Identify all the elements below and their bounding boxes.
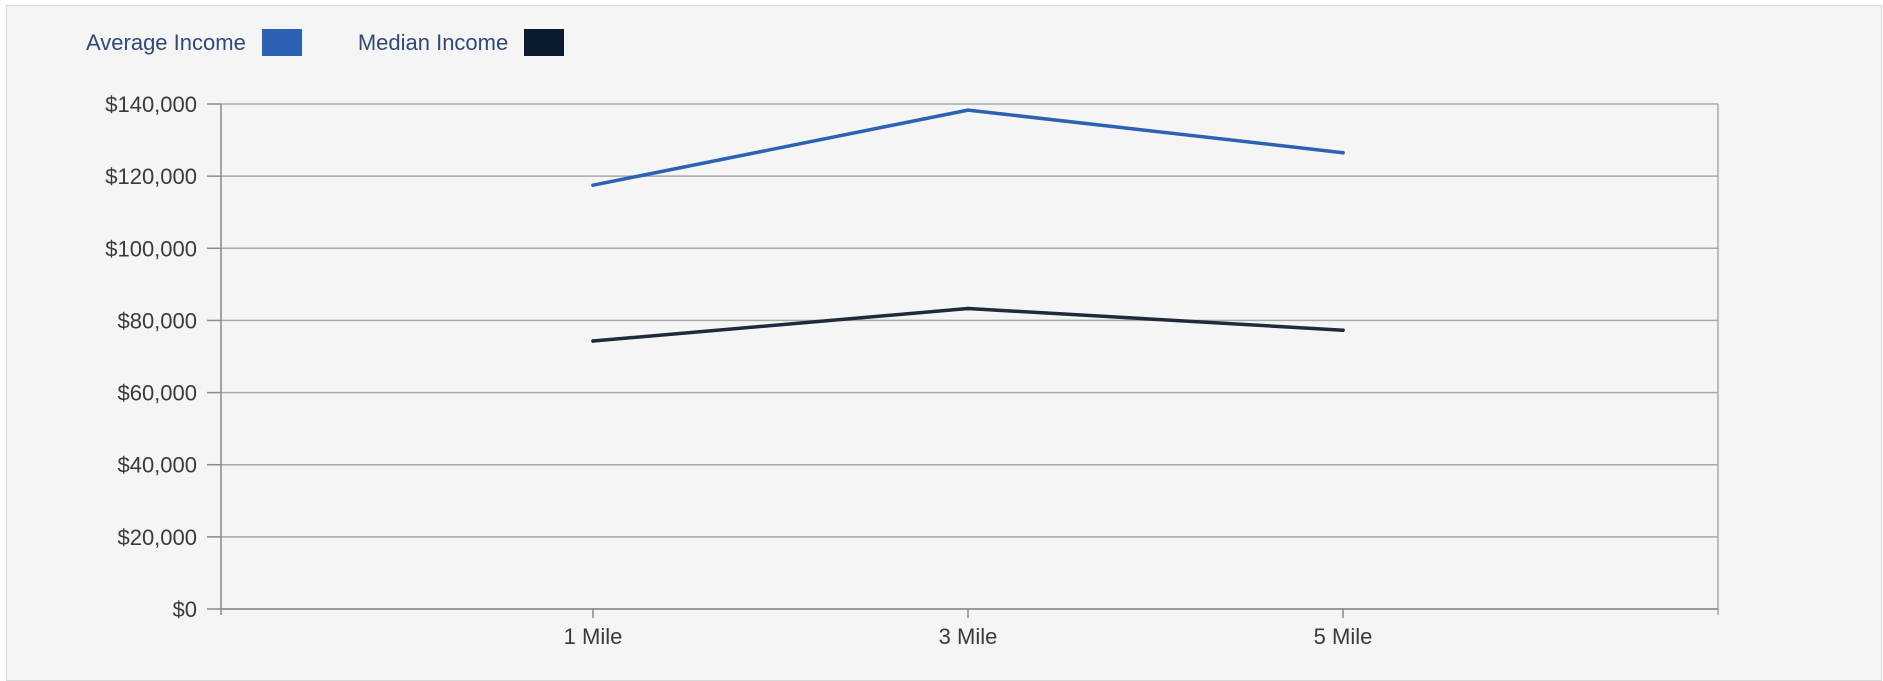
legend: Average Income Median Income [86,29,565,56]
legend-entry-average-income[interactable]: Average Income [86,29,302,56]
x-tick-label-2: 5 Mile [1314,624,1373,649]
legend-entry-median-income[interactable]: Median Income [357,29,565,56]
y-tick-label-2: $40,000 [117,453,197,478]
y-tick-label-0: $0 [173,597,197,622]
legend-label-median-income: Median Income [357,29,509,55]
chart-frame [6,5,1882,681]
x-tick-label-1: 3 Mile [939,624,998,649]
series-line-median-income [591,306,1345,343]
y-tick-label-5: $100,000 [105,236,197,261]
data-point-median-income-2 [1341,328,1345,332]
legend-label-average-income: Average Income [86,29,246,55]
legend-swatch-average-income [261,29,302,56]
data-point-median-income-1 [966,306,970,311]
data-point-median-income-0 [591,339,595,343]
y-tick-label-1: $20,000 [117,525,197,550]
y-tick-label-3: $60,000 [117,381,197,406]
y-tick-label-6: $120,000 [105,164,197,189]
data-point-average-income-1 [966,108,970,112]
y-tick-label-7: $140,000 [105,92,197,117]
data-point-average-income-2 [1341,150,1345,155]
x-tick-label-0: 1 Mile [564,624,623,649]
data-point-average-income-0 [591,183,595,187]
legend-swatch-median-income [524,29,565,56]
y-tick-label-4: $80,000 [117,308,197,333]
series-line-average-income [591,108,1345,187]
